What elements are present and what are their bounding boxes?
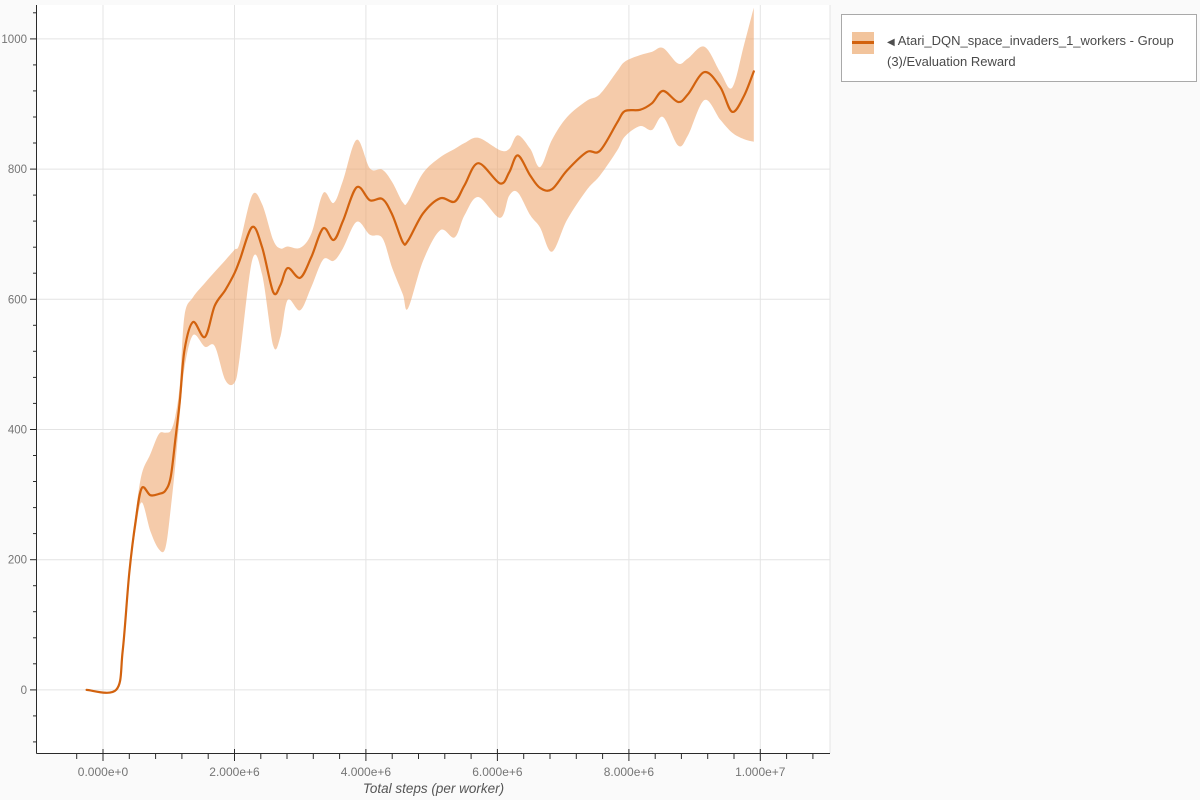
x-tick-label: 4.000e+6 [341, 765, 392, 779]
y-tick-label: 200 [8, 555, 27, 567]
x-tick-label: 1.000e+7 [735, 765, 786, 779]
x-tick-label: 6.000e+6 [472, 765, 523, 779]
collapse-triangle-icon[interactable]: ◀ [887, 37, 895, 48]
x-tick-label: 2.000e+6 [209, 765, 260, 779]
series-line[interactable] [85, 70, 755, 694]
x-tick-label: 8.000e+6 [604, 765, 655, 779]
x-tick-label: 0.000e+0 [78, 765, 129, 779]
legend-swatch [852, 32, 874, 54]
y-tick-label: 800 [8, 164, 27, 176]
legend-box[interactable]: ◀ Atari_DQN_space_invaders_1_workers - Gr… [841, 14, 1197, 82]
y-tick-label: 600 [8, 294, 27, 306]
legend-swatch-line [852, 41, 874, 44]
y-tick-label: 1000 [1, 34, 27, 46]
gridlines [37, 5, 831, 753]
y-tick-label: 400 [8, 425, 27, 437]
tick-labels: 0 200 400 600 800 1000 0.000e+0 2.000e+6 4.000e+… [1, 34, 785, 779]
legend-label: Atari_DQN_space_invaders_1_workers - Gro… [887, 33, 1174, 69]
x-axis-title: Total steps (per worker) [363, 781, 504, 796]
confidence-band [86, 7, 754, 693]
plot-area[interactable] [37, 5, 830, 753]
legend-item[interactable]: ◀ Atari_DQN_space_invaders_1_workers - Gr… [887, 31, 1186, 71]
y-tick-label: 0 [21, 685, 27, 697]
axes [30, 5, 830, 761]
